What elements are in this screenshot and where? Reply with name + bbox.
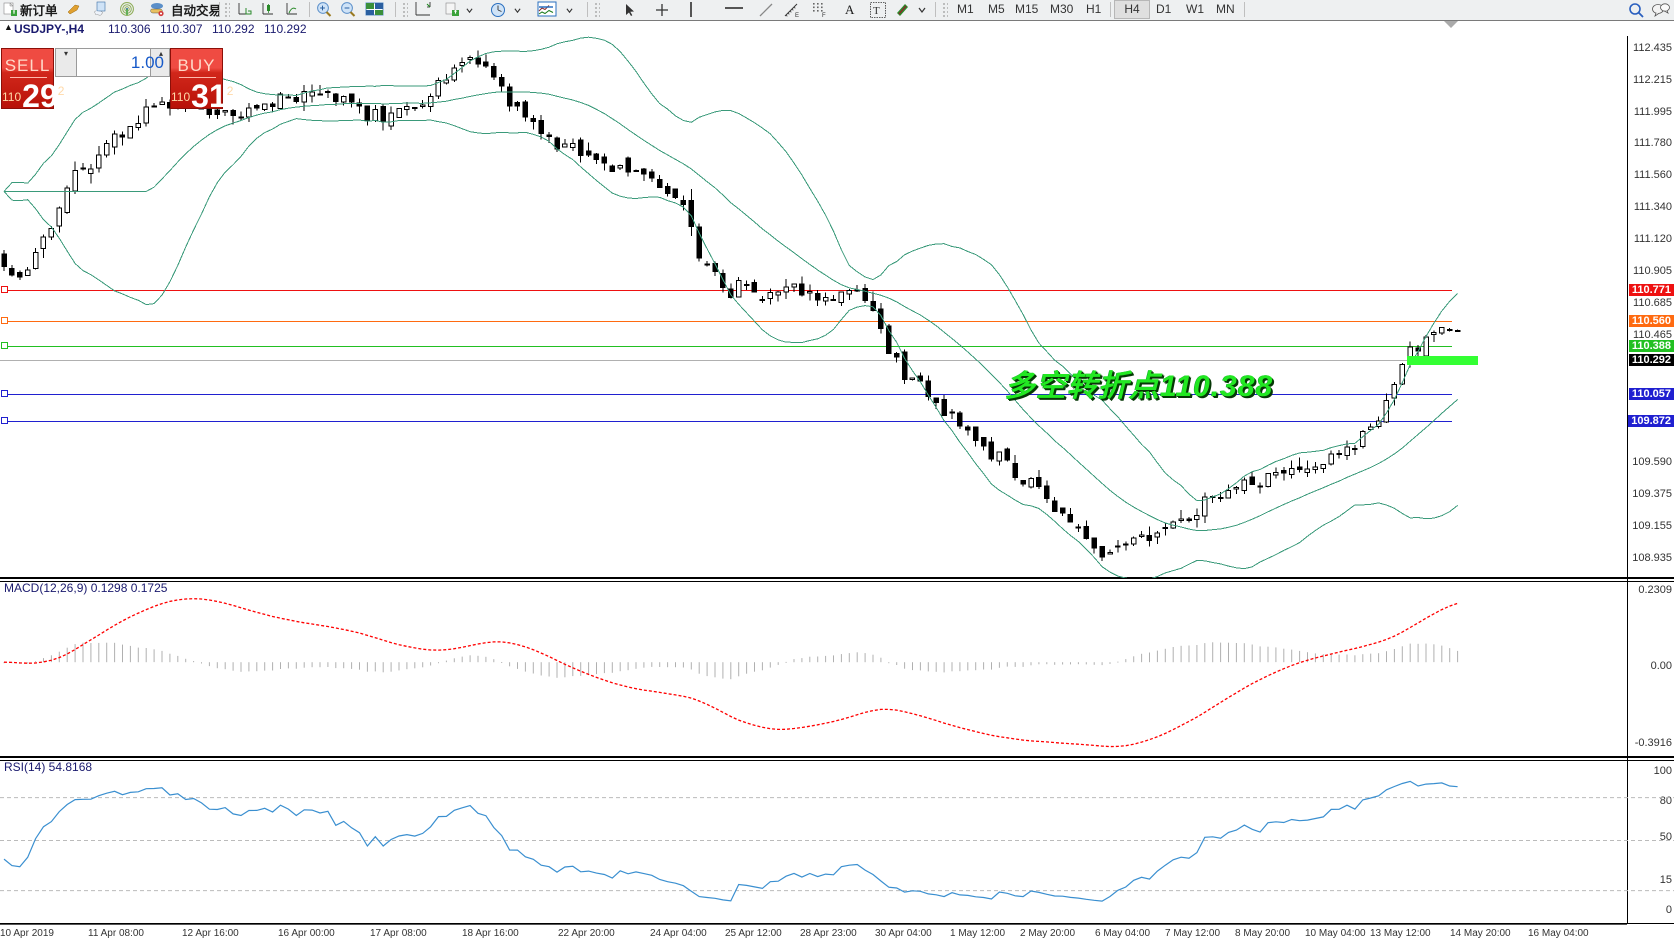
svg-text:F: F <box>822 13 826 17</box>
svg-text:E: E <box>795 13 799 18</box>
svg-text:T: T <box>873 5 880 17</box>
